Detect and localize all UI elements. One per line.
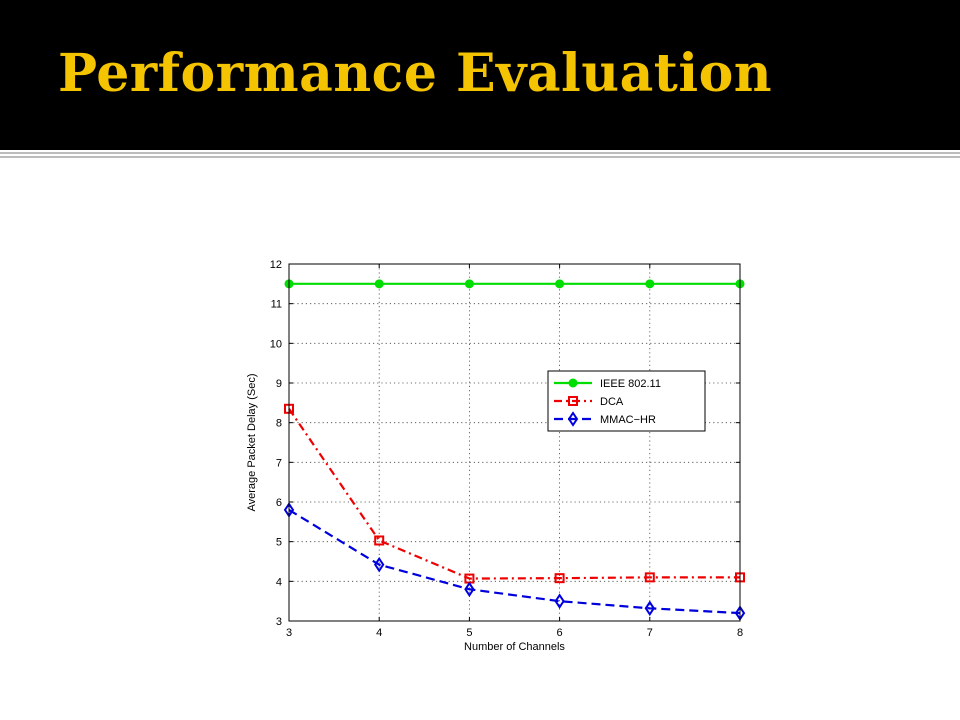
series	[283, 279, 746, 621]
data-point	[374, 279, 384, 289]
legend-label: DCA	[600, 396, 624, 408]
x-tick-label: 4	[376, 627, 382, 639]
x-tick-label: 6	[557, 627, 563, 639]
chart-background	[236, 252, 748, 660]
data-point	[373, 556, 385, 573]
slide-title: Performance Evaluation	[58, 43, 773, 104]
data-point	[464, 279, 474, 289]
legend: IEEE 802.11 DCA MMAC−HR	[547, 370, 706, 432]
ticks: 3 4 5 6 7 8 3 4 5 6 7 8 9 10 11 12	[270, 259, 743, 639]
y-tick-label: 9	[276, 378, 282, 390]
data-point	[554, 593, 565, 609]
y-tick-label: 6	[276, 497, 282, 509]
grid	[289, 264, 740, 621]
data-point	[645, 279, 655, 289]
series-line	[288, 408, 740, 580]
x-tick-label: 8	[737, 627, 743, 639]
y-tick-label: 7	[276, 457, 282, 469]
y-tick-label: 11	[271, 299, 282, 311]
legend-label: IEEE 802.11	[600, 378, 661, 390]
y-tick-label: 10	[270, 338, 282, 350]
x-tick-label: 7	[647, 627, 653, 639]
data-point	[464, 581, 475, 598]
y-tick-label: 4	[276, 576, 282, 588]
y-tick-label: 5	[276, 537, 282, 549]
plot-frame	[288, 263, 741, 622]
delay-chart: 3 4 5 6 7 8 3 4 5 6 7 8 9 10 11 12 IEEE 802.11 DCA MMAC−H…	[236, 252, 748, 660]
series-3	[283, 502, 746, 621]
data-point	[555, 279, 565, 289]
x-tick-label: 3	[286, 627, 292, 639]
divider-line-top	[0, 152, 960, 154]
chart-svg: 3 4 5 6 7 8 3 4 5 6 7 8 9 10 11 12 IEEE 802.11 DCA MMAC−H…	[236, 252, 748, 660]
y-tick-label: 8	[276, 418, 282, 430]
legend-marker	[568, 396, 578, 406]
legend-label: MMAC−HR	[600, 414, 656, 426]
legend-marker	[568, 378, 578, 388]
data-point	[554, 573, 565, 584]
x-axis-title: Number of Channels	[464, 641, 565, 653]
data-point	[644, 572, 655, 583]
y-axis-title: Average Packet Delay (Sec)	[246, 374, 258, 512]
series-line	[288, 508, 741, 615]
title-bar: Performance Evaluation	[0, 0, 960, 150]
x-tick-label: 5	[466, 627, 472, 639]
y-tick-label: 12	[270, 259, 282, 271]
data-point	[644, 600, 656, 617]
y-tick-label: 3	[276, 616, 282, 628]
divider-line-bottom	[0, 156, 960, 158]
data-point	[374, 535, 385, 546]
legend-marker	[567, 411, 579, 427]
